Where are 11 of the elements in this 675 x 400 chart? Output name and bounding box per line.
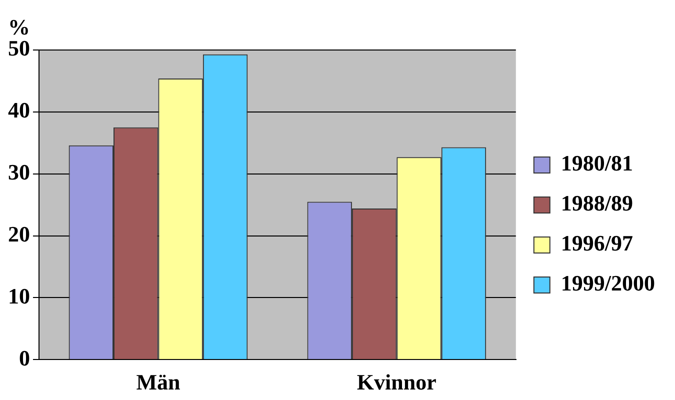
y-tick-label: 40 [8, 98, 30, 123]
x-tick-label: Män [136, 369, 180, 394]
x-tick-label: Kvinnor [356, 369, 437, 394]
legend-label: 1980/81 [560, 150, 634, 176]
y-tick-label: 0 [19, 345, 30, 370]
legend-label: 1999/2000 [560, 270, 656, 296]
y-tick-label: 30 [8, 160, 30, 185]
y-tick-label: 10 [8, 283, 30, 308]
y-tick-label: 20 [8, 221, 30, 246]
legend-label: 1988/89 [560, 190, 634, 216]
legend-label: 1996/97 [560, 230, 634, 256]
